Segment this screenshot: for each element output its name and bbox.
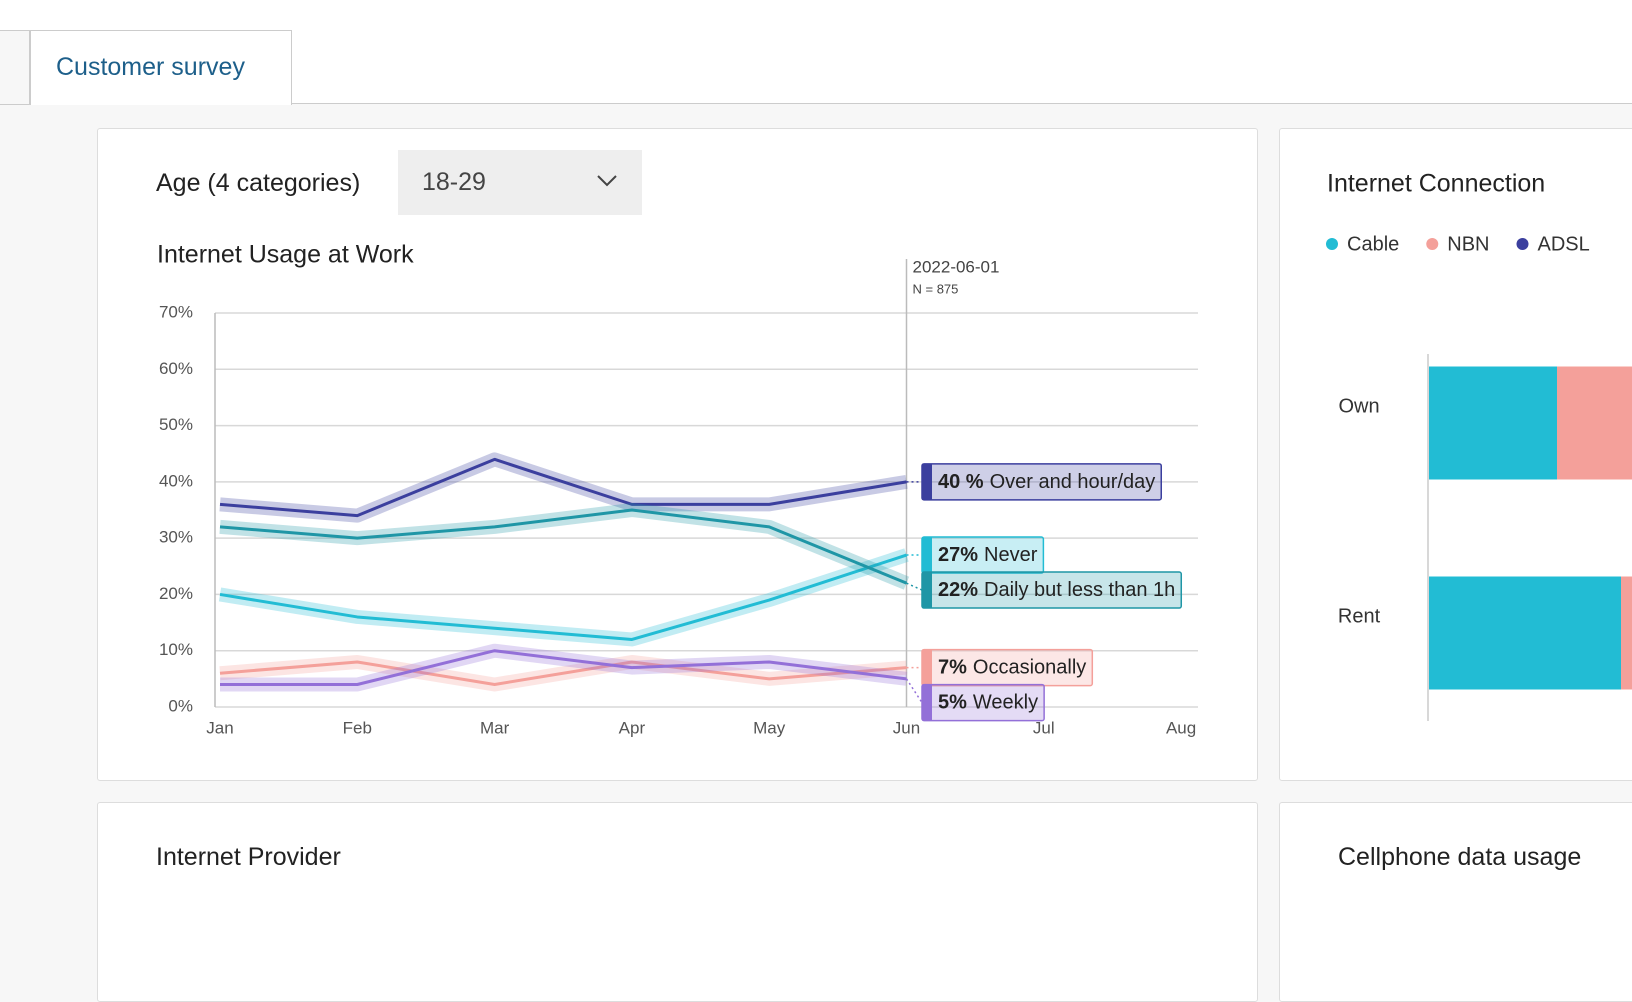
legend-label: NBN [1447, 233, 1489, 255]
x-tick-label: Jul [1033, 718, 1055, 737]
end-label: 22% Daily but less than 1h [921, 571, 1183, 609]
end-label-value: 27% [938, 544, 978, 566]
chart-card: Age (4 categories) 18-29 Internet Usage … [97, 128, 1258, 781]
bar-segment [1429, 366, 1557, 480]
y-tick-label: 0% [168, 696, 193, 715]
card-title: Cellphone data usage [1338, 843, 1582, 871]
y-tick-label: 40% [159, 471, 193, 490]
y-tick-label: Rent [1338, 605, 1381, 627]
card-title: Internet Provider [156, 843, 341, 871]
x-tick-label: Jun [893, 718, 920, 737]
end-label: 40 % Over and hour/day [921, 463, 1162, 501]
confidence-band [218, 548, 909, 647]
bar-segment [1557, 366, 1632, 480]
tab[interactable]: Customer survey [30, 30, 292, 105]
chart-title: Internet Connection [1327, 170, 1545, 198]
line-chart: Internet Usage at Work 0% 10% 20% 30% 40% 50%… [157, 241, 1198, 737]
end-label-value: 5% [938, 692, 967, 714]
series-line [219, 660, 907, 686]
y-tick-label: Own [1338, 395, 1379, 417]
y-tick-label: 70% [159, 302, 193, 321]
end-label-name: Over and hour/day [990, 471, 1156, 493]
end-label-text: 7% Occasionally [938, 657, 1086, 679]
bar-segment [1621, 576, 1632, 690]
series-line [219, 457, 907, 518]
hover-date: 2022-06-01 [913, 257, 1000, 276]
label-connector [906, 582, 923, 591]
tab[interactable] [0, 30, 30, 105]
end-label: 27% Never [921, 536, 1045, 574]
chart-card: Internet Connection Cable NBN ADSL Own Rent [1279, 128, 1632, 781]
bar-chart: Internet Connection Cable NBN ADSL Own Rent [1326, 170, 1632, 721]
x-tick-label: Mar [480, 718, 510, 737]
end-label: 5% Weekly [921, 683, 1045, 722]
end-label-text: 27% Never [938, 544, 1038, 566]
legend-dot [1326, 238, 1338, 250]
dropdown-value: 18-29 [422, 168, 486, 196]
hover-count: N = 875 [913, 281, 959, 296]
end-label-text: 40 % Over and hour/day [938, 471, 1155, 493]
filter-label: Age (4 categories) [156, 169, 361, 197]
series-line [219, 508, 908, 585]
y-tick-label: 60% [159, 359, 193, 378]
x-tick-label: Jan [206, 718, 233, 737]
end-label-name: Never [984, 544, 1038, 566]
end-label-name: Occasionally [973, 657, 1086, 679]
x-tick-label: May [753, 718, 786, 737]
lines [218, 452, 910, 692]
x-tick-label: Aug [1166, 718, 1196, 737]
confidence-band [219, 503, 910, 590]
y-tick-label: 20% [159, 584, 193, 603]
y-tick-label: 50% [159, 415, 193, 434]
label-connector [905, 678, 923, 704]
end-label-strip [922, 463, 932, 500]
chevron [597, 175, 617, 187]
series-line [220, 649, 907, 686]
card: Cellphone data usage [1279, 802, 1632, 1002]
end-label-name: Daily but less than 1h [984, 579, 1175, 601]
legend-label: ADSL [1538, 233, 1590, 255]
chart-title: Internet Usage at Work [157, 241, 414, 269]
x-tick-label: Feb [343, 718, 372, 737]
confidence-band [219, 452, 908, 523]
series-line [219, 553, 907, 641]
end-label-strip [922, 684, 932, 721]
x-tick-label: Apr [619, 718, 646, 737]
end-label-text: 22% Daily but less than 1h [938, 579, 1175, 601]
legend-label: Cable [1347, 233, 1399, 255]
end-label-strip [922, 537, 932, 574]
bar-segment [1429, 576, 1621, 690]
end-label-value: 40 % [938, 471, 984, 493]
dropdown[interactable]: 18-29 [398, 150, 642, 215]
end-label: 7% Occasionally [921, 648, 1094, 687]
end-label-value: 7% [938, 657, 967, 679]
legend-dot [1426, 238, 1439, 250]
tab-bar: Customer survey [0, 0, 1632, 105]
end-label-strip [922, 649, 932, 686]
end-label-text: 5% Weekly [938, 692, 1038, 714]
y-tick-label: 10% [159, 640, 193, 659]
card: Internet Provider [97, 802, 1258, 1002]
legend-dot [1516, 238, 1529, 250]
y-tick-label: 30% [159, 528, 193, 547]
end-label-name: Weekly [973, 692, 1038, 714]
end-label-value: 22% [938, 579, 978, 601]
end-label-strip [922, 572, 932, 609]
